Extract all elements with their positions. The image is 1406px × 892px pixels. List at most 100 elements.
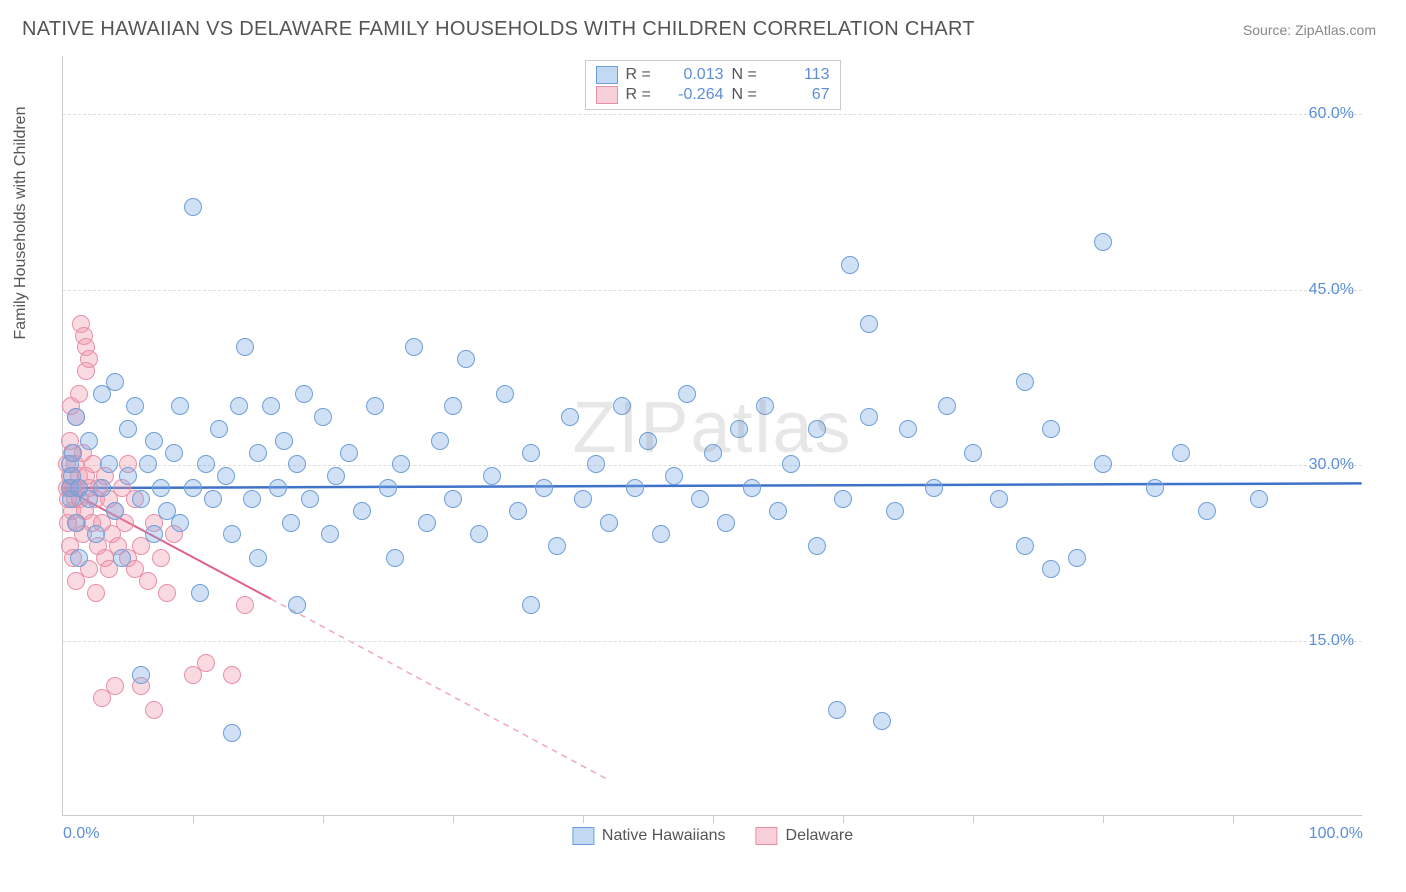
data-point	[223, 666, 241, 684]
x-tick	[323, 815, 324, 823]
data-point	[743, 479, 761, 497]
legend-n-label: N =	[732, 86, 762, 104]
data-point	[158, 584, 176, 602]
data-point	[483, 467, 501, 485]
data-point	[652, 525, 670, 543]
y-tick-label: 45.0%	[1309, 281, 1354, 299]
legend-item: Delaware	[756, 827, 854, 845]
data-point	[496, 385, 514, 403]
data-point	[152, 549, 170, 567]
data-point	[230, 397, 248, 415]
data-point	[470, 525, 488, 543]
data-point	[626, 479, 644, 497]
data-point	[145, 432, 163, 450]
data-point	[613, 397, 631, 415]
data-point	[275, 432, 293, 450]
data-point	[327, 467, 345, 485]
x-tick	[1103, 815, 1104, 823]
gridline	[63, 465, 1362, 466]
gridline	[63, 114, 1362, 115]
data-point	[730, 420, 748, 438]
legend-r-label: R =	[626, 66, 656, 84]
legend-row: R =0.013N =113	[596, 65, 830, 85]
data-point	[548, 537, 566, 555]
data-point	[70, 385, 88, 403]
data-point	[1250, 490, 1268, 508]
data-point	[860, 408, 878, 426]
data-point	[841, 256, 859, 274]
data-point	[243, 490, 261, 508]
data-point	[665, 467, 683, 485]
data-point	[386, 549, 404, 567]
data-point	[1094, 233, 1112, 251]
data-point	[1146, 479, 1164, 497]
data-point	[444, 397, 462, 415]
data-point	[171, 397, 189, 415]
data-point	[295, 385, 313, 403]
data-point	[639, 432, 657, 450]
data-point	[184, 479, 202, 497]
correlation-legend: R =0.013N =113R =-0.264N =67	[585, 60, 841, 110]
data-point	[132, 490, 150, 508]
data-point	[1172, 444, 1190, 462]
legend-n-label: N =	[732, 66, 762, 84]
data-point	[886, 502, 904, 520]
data-point	[828, 701, 846, 719]
legend-r-value: -0.264	[664, 86, 724, 104]
legend-n-value: 113	[770, 66, 830, 84]
data-point	[873, 712, 891, 730]
data-point	[574, 490, 592, 508]
data-point	[67, 514, 85, 532]
data-point	[314, 408, 332, 426]
series-legend: Native Hawaiians Delaware	[572, 827, 853, 845]
data-point	[353, 502, 371, 520]
data-point	[139, 455, 157, 473]
legend-row: R =-0.264N =67	[596, 85, 830, 105]
watermark-zip: ZIP	[572, 387, 690, 467]
data-point	[171, 514, 189, 532]
data-point	[288, 455, 306, 473]
data-point	[288, 596, 306, 614]
data-point	[210, 420, 228, 438]
data-point	[1068, 549, 1086, 567]
legend-swatch	[596, 86, 618, 104]
data-point	[93, 479, 111, 497]
data-point	[132, 666, 150, 684]
legend-n-value: 67	[770, 86, 830, 104]
data-point	[197, 654, 215, 672]
data-point	[191, 584, 209, 602]
data-point	[236, 338, 254, 356]
data-point	[80, 350, 98, 368]
data-point	[1016, 537, 1034, 555]
data-point	[217, 467, 235, 485]
data-point	[321, 525, 339, 543]
legend-label: Native Hawaiians	[602, 827, 726, 845]
data-point	[392, 455, 410, 473]
x-tick-label: 100.0%	[1309, 825, 1363, 843]
data-point	[119, 420, 137, 438]
data-point	[249, 549, 267, 567]
data-point	[600, 514, 618, 532]
data-point	[262, 397, 280, 415]
data-point	[139, 572, 157, 590]
data-point	[204, 490, 222, 508]
data-point	[119, 467, 137, 485]
x-tick	[973, 815, 974, 823]
data-point	[704, 444, 722, 462]
data-point	[587, 455, 605, 473]
data-point	[64, 444, 82, 462]
y-tick-label: 60.0%	[1309, 105, 1354, 123]
data-point	[444, 490, 462, 508]
plot-area: ZIPatlas R =0.013N =113R =-0.264N =67 Na…	[62, 56, 1362, 816]
data-point	[165, 444, 183, 462]
data-point	[925, 479, 943, 497]
data-point	[431, 432, 449, 450]
data-point	[535, 479, 553, 497]
gridline	[63, 641, 1362, 642]
x-tick	[1233, 815, 1234, 823]
x-tick	[843, 815, 844, 823]
legend-swatch	[756, 827, 778, 845]
data-point	[860, 315, 878, 333]
data-point	[899, 420, 917, 438]
y-tick-label: 30.0%	[1309, 456, 1354, 474]
